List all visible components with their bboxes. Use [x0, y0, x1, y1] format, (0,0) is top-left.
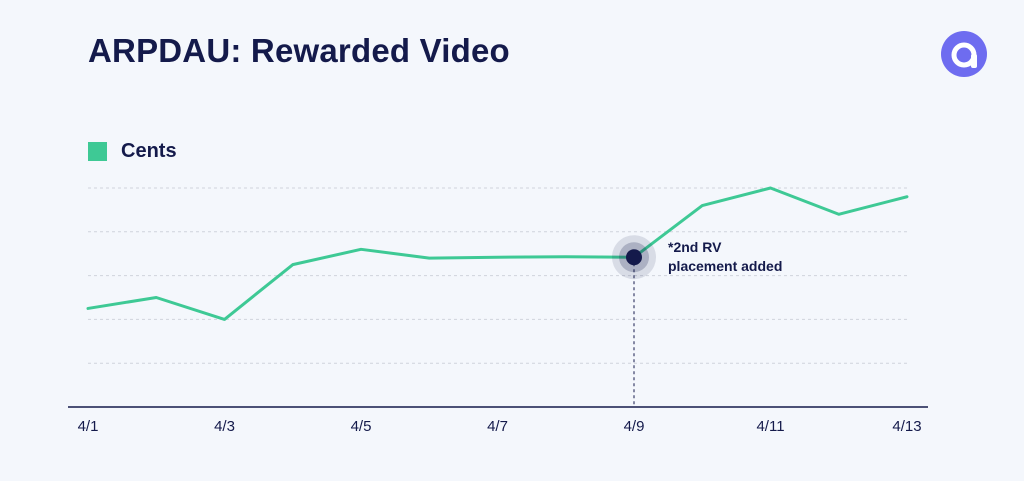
annotation-text: *2nd RV	[668, 239, 722, 255]
x-tick-label: 4/13	[892, 418, 921, 435]
legend-label: Cents	[121, 140, 177, 162]
applovin-logo-icon	[941, 31, 987, 77]
x-tick-label: 4/7	[487, 418, 508, 435]
annotation-text: placement added	[668, 258, 782, 274]
x-tick-label: 4/5	[351, 418, 372, 435]
annotation-marker	[626, 249, 642, 266]
x-tick-label: 4/11	[756, 418, 784, 435]
x-tick-label: 4/9	[624, 418, 645, 435]
x-tick-label: 4/1	[78, 418, 99, 435]
legend-swatch	[88, 142, 107, 161]
x-tick-label: 4/3	[214, 418, 235, 435]
page-title: ARPDAU: Rewarded Video	[88, 32, 510, 69]
chart-legend: Cents	[88, 140, 177, 163]
series-line-cents	[86, 186, 909, 321]
